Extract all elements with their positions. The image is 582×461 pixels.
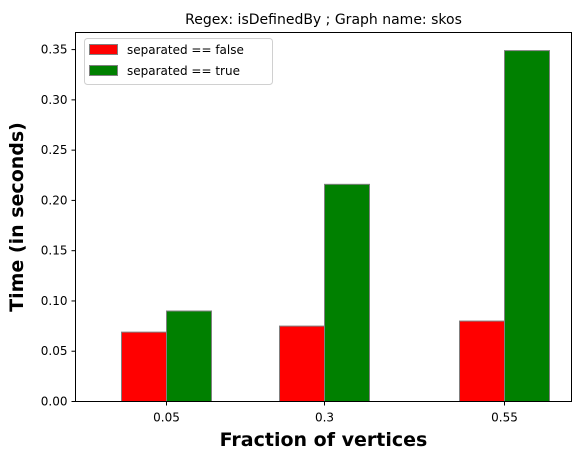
bar-separated-false-1 [279,325,325,402]
y-tick-label: 0.20 [41,193,68,207]
bar-separated-false-0 [121,331,167,403]
x-axis-label: Fraction of vertices [220,429,428,451]
x-axis: 0.05 0.3 0.55 [153,401,518,425]
legend-label: separated == true [127,64,240,78]
y-tick-label: 0.30 [41,93,68,107]
plot-frame [75,32,572,402]
x-tick-label: 0.3 [315,411,334,425]
legend-swatch [89,44,118,55]
y-tick-label: 0.25 [41,143,68,157]
legend: separated == false separated == true [84,38,273,85]
y-tick-label: 0.05 [41,344,68,358]
y-tick-label: 0.15 [41,244,68,258]
bar-separated-false-2 [459,320,505,402]
legend-swatch [89,65,118,76]
bar-separated-true-1 [324,183,370,402]
legend-box [84,38,273,85]
bars-group [121,50,550,403]
bar-separated-true-2 [504,50,550,403]
bar-separated-true-0 [166,310,212,402]
y-tick-label: 0.10 [41,294,68,308]
y-tick-label: 0.00 [41,395,68,409]
y-axis-label: Time (in seconds) [6,122,28,312]
y-tick-label: 0.35 [41,43,68,57]
x-tick-label: 0.55 [491,411,518,425]
legend-label: separated == false [127,43,244,57]
x-tick-label: 0.05 [153,411,180,425]
chart-title: Regex: isDefinedBy ; Graph name: skos [185,12,462,28]
y-axis: 0.00 0.05 0.10 0.15 0.20 0.25 0.30 0.35 [41,43,76,409]
